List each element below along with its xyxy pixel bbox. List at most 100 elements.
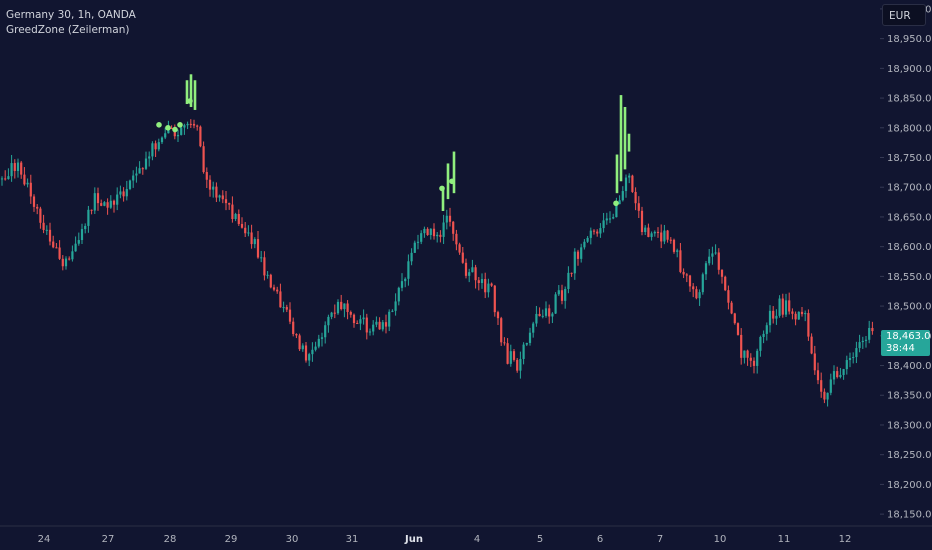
candle — [327, 314, 330, 333]
candle — [295, 333, 298, 339]
candle — [816, 362, 820, 385]
candle — [736, 322, 740, 336]
candle — [676, 248, 679, 258]
candle — [695, 286, 698, 300]
candle — [420, 230, 423, 245]
candle — [647, 223, 650, 238]
candle — [557, 285, 560, 297]
candle — [384, 314, 388, 334]
candle — [464, 258, 468, 279]
candle — [260, 250, 263, 263]
candle — [93, 187, 96, 214]
candle — [791, 308, 794, 320]
candle — [404, 277, 407, 288]
candle — [39, 206, 42, 229]
candle — [692, 283, 695, 298]
candle — [762, 330, 765, 344]
candle — [487, 278, 490, 298]
candle — [397, 286, 400, 306]
candle — [544, 301, 548, 318]
candle — [13, 159, 16, 179]
candle — [765, 322, 768, 341]
candle — [362, 309, 365, 325]
candle — [605, 212, 608, 225]
candle — [868, 320, 871, 344]
ytick-label: 18,750.0 — [887, 153, 932, 164]
candle — [263, 251, 266, 281]
candle — [845, 355, 848, 375]
candle — [45, 225, 48, 235]
candle — [628, 173, 631, 184]
price-axis[interactable]: 18,150.0 18,200.0 18,250.0 18,300.0 18,350.0… — [880, 0, 932, 550]
candle — [532, 321, 535, 338]
currency-button[interactable]: EUR — [882, 4, 926, 26]
candle — [103, 201, 106, 207]
ytick-label: 18,250.0 — [887, 450, 932, 461]
candle — [855, 341, 858, 364]
candle — [512, 349, 516, 362]
candle — [596, 229, 599, 237]
candle — [349, 310, 352, 318]
signal-bar — [193, 80, 197, 110]
candle — [468, 268, 471, 283]
candle — [861, 336, 864, 349]
candle — [224, 190, 228, 211]
candle — [151, 141, 154, 161]
candle — [669, 237, 672, 244]
candle — [752, 357, 756, 374]
candle — [826, 392, 829, 407]
candle — [4, 170, 7, 181]
candle — [68, 256, 71, 261]
candle — [580, 243, 583, 263]
indicator-legend[interactable]: GreedZone (Zeilerman) — [6, 24, 130, 36]
candle — [132, 170, 135, 188]
candle — [375, 316, 378, 328]
xtick-label: 31 — [346, 534, 359, 545]
candle — [407, 254, 410, 286]
candle — [112, 199, 116, 213]
candle — [352, 313, 356, 328]
signal-dot — [172, 126, 178, 133]
candle — [128, 179, 132, 191]
candle — [356, 320, 359, 325]
candle — [279, 283, 282, 308]
candle — [496, 310, 500, 325]
signal-bar — [623, 106, 627, 170]
candle — [522, 342, 525, 365]
candle — [288, 302, 292, 325]
candle — [308, 352, 311, 367]
signal-dot — [177, 122, 183, 128]
symbol-title[interactable]: Germany 30, 1h, OANDA — [6, 9, 136, 21]
candle — [148, 151, 151, 167]
candle — [461, 246, 464, 264]
candle — [650, 231, 653, 241]
candle — [608, 211, 612, 224]
candle — [183, 123, 186, 135]
candle — [573, 248, 576, 280]
candle — [215, 182, 218, 203]
candle — [378, 317, 381, 330]
signal-bar — [189, 74, 193, 107]
candle — [813, 345, 816, 375]
candle — [266, 271, 269, 279]
time-axis[interactable]: 24 27 28 29 30 31 Jun 4 5 6 7 10 11 12 — [0, 525, 932, 545]
candle — [548, 304, 551, 324]
candle — [592, 229, 596, 235]
candle — [157, 138, 160, 152]
candle — [797, 311, 800, 320]
candle — [192, 119, 196, 129]
candle — [832, 365, 836, 385]
candle — [442, 214, 445, 244]
signal-bar — [185, 80, 189, 105]
candle — [720, 269, 724, 284]
candle — [340, 294, 343, 311]
xtick-label: 11 — [778, 534, 791, 545]
candle — [807, 309, 810, 341]
candle — [186, 121, 189, 130]
candle — [685, 273, 688, 283]
candle — [391, 309, 394, 313]
candle — [810, 333, 813, 355]
candle — [708, 249, 711, 266]
candle — [298, 333, 301, 352]
